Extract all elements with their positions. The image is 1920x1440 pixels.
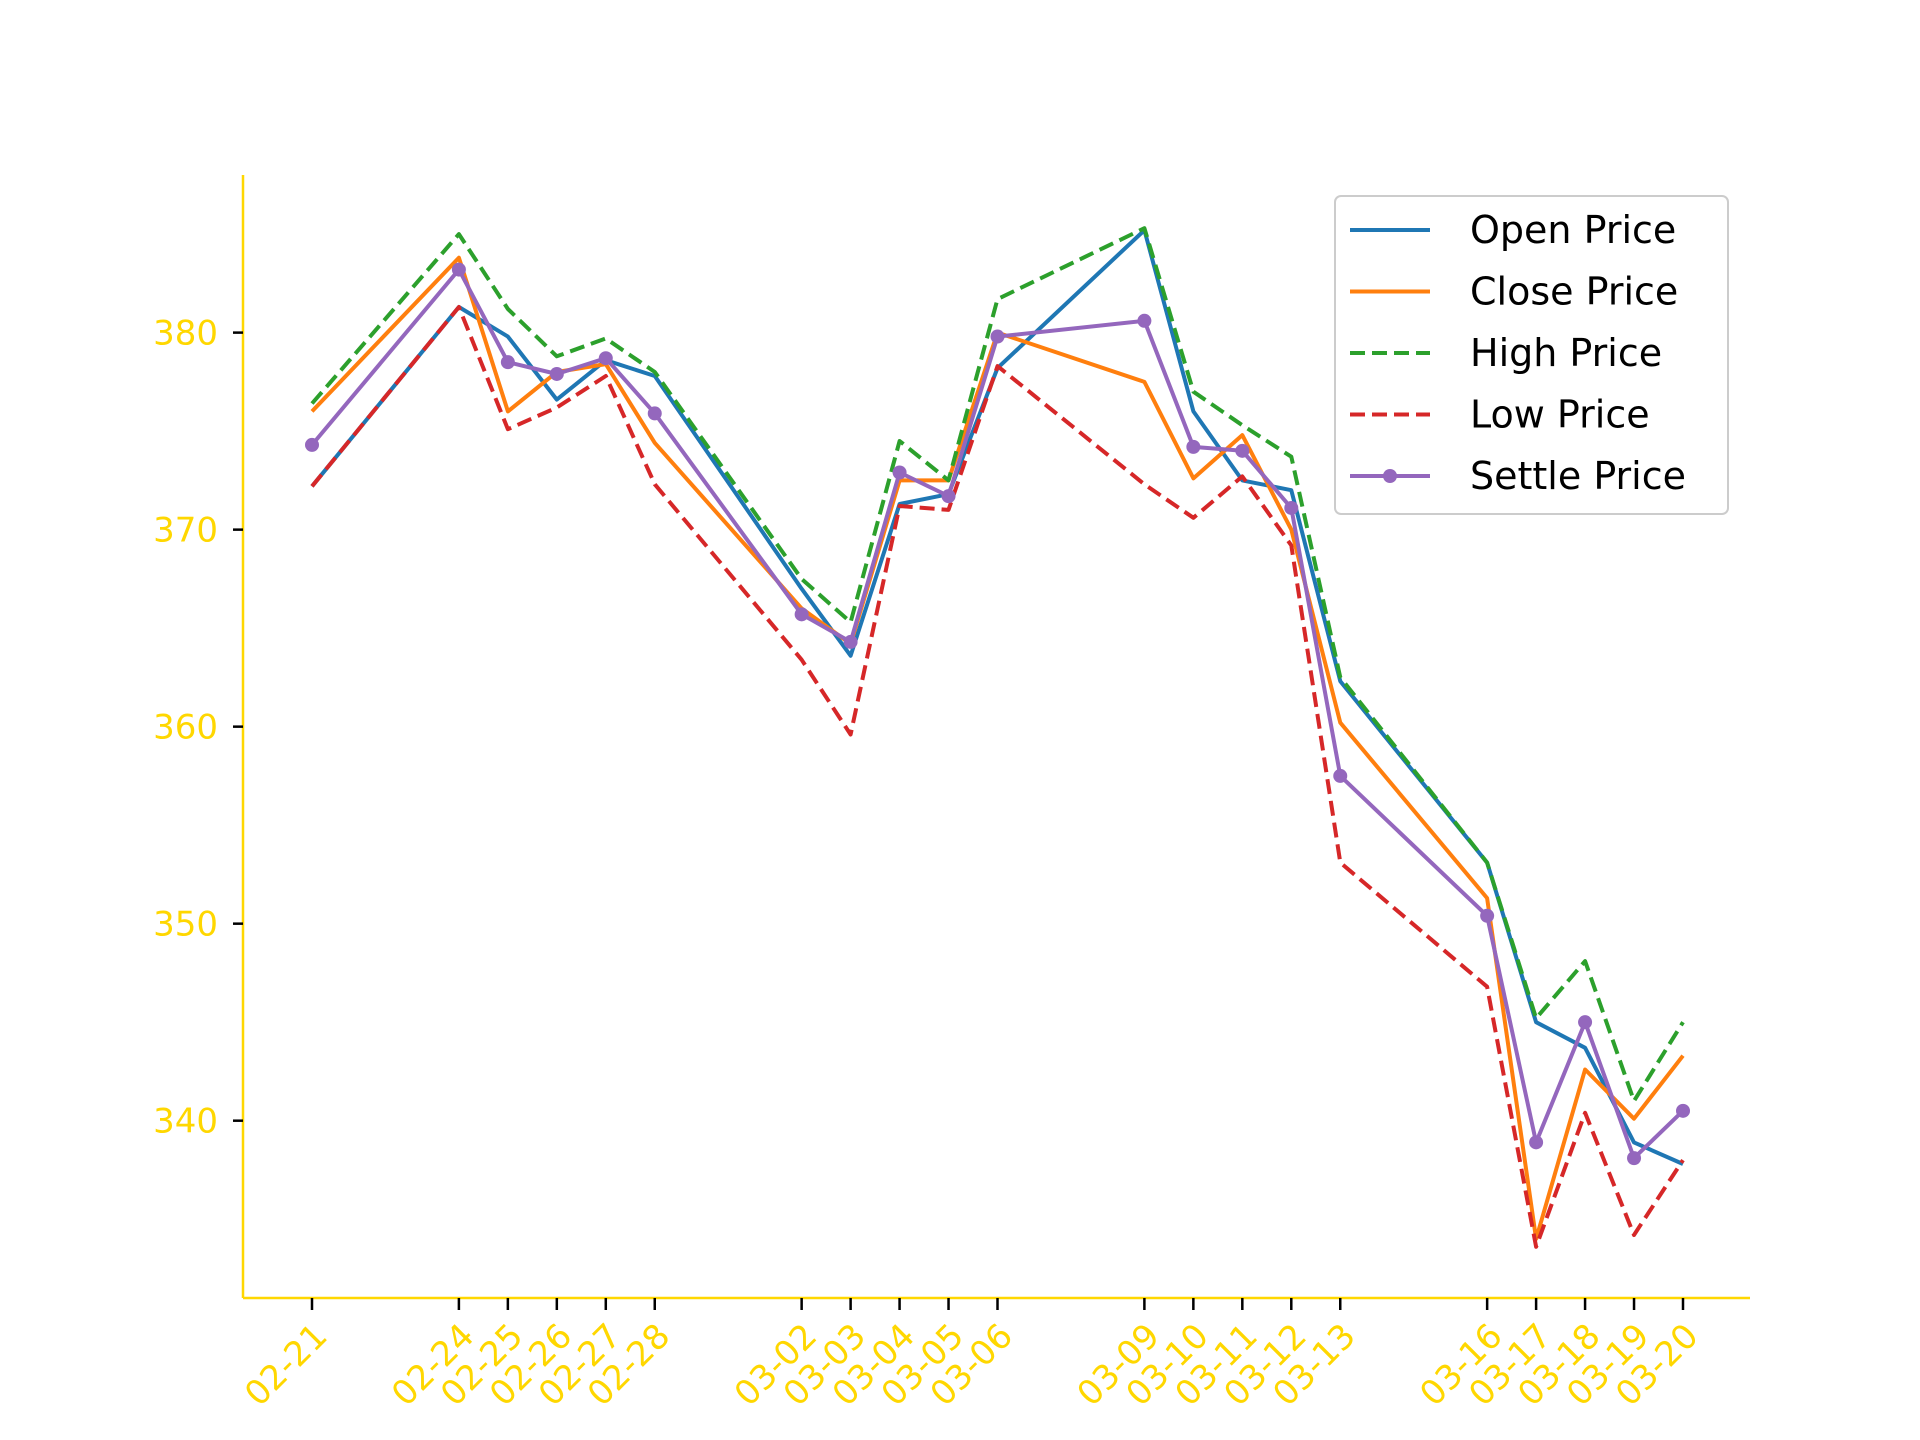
y-tick-label: 380 [153,314,218,354]
settle-price-point [1578,1015,1593,1030]
settle-price-point [1529,1135,1544,1150]
settle-price-point [1480,908,1495,923]
x-tick-label: 02-21 [237,1316,335,1414]
legend-label-low-price: Low Price [1470,393,1650,437]
legend-label-high-price: High Price [1470,331,1662,375]
legend-label-settle-price: Settle Price [1470,454,1686,498]
legend-label-open-price: Open Price [1470,208,1676,252]
legend-marker-settle-price [1383,469,1397,483]
high-price-line [310,226,1685,1103]
settle-price-point [794,607,809,622]
y-tick-label: 350 [153,905,218,945]
settle-price-point [549,366,564,381]
settle-price-point [990,329,1005,344]
y-tick-label: 340 [153,1102,218,1142]
settle-price-point [941,489,956,504]
settle-price-point [647,406,662,421]
settle-price-point [1676,1103,1690,1118]
settle-price-point [1333,768,1348,783]
settle-price-point [1284,500,1299,515]
settle-price-point [1186,439,1201,454]
legend-label-close-price: Close Price [1470,270,1678,314]
low-price-line [310,305,1685,1249]
settle-price-point [305,437,319,452]
settle-price-point [1137,313,1152,328]
settle-price-point [843,634,858,649]
series-lines [305,226,1690,1249]
y-tick-label: 360 [153,708,218,748]
legend-box [1334,195,1729,515]
legend: Open Price Close Price High Price Low Price… [1334,195,1729,515]
settle-price-point [1235,443,1250,458]
settle-price-point [500,355,515,370]
y-tick-label: 370 [153,511,218,551]
settle-price-point [892,465,907,480]
settle-price-point [1627,1151,1642,1166]
settle-price-point [451,262,466,277]
settle-price-point [598,351,613,366]
